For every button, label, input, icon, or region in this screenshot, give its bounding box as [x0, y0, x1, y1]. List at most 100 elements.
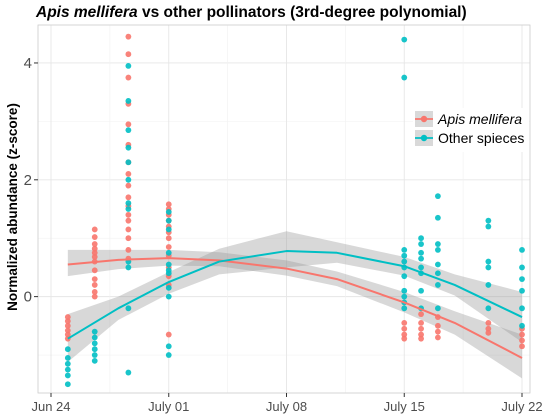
point-s0-14	[91, 245, 98, 252]
point-s0-30	[125, 121, 132, 128]
point-s1-4	[64, 372, 71, 379]
point-s1-8	[91, 340, 98, 347]
point-s0-7	[91, 289, 98, 295]
point-s1-51	[418, 249, 424, 256]
point-s1-65	[485, 258, 492, 265]
point-s0-4	[64, 331, 71, 338]
point-s1-69	[519, 305, 525, 312]
point-s0-17	[91, 226, 98, 233]
point-s0-55	[418, 331, 424, 338]
point-s0-33	[125, 51, 132, 58]
point-s1-72	[519, 264, 525, 271]
point-s1-5	[64, 381, 71, 388]
point-s0-2	[64, 322, 71, 329]
point-s0-10	[91, 267, 98, 274]
point-s1-14	[125, 264, 132, 271]
point-s1-19	[125, 159, 132, 166]
legend-key-other	[415, 130, 433, 146]
fit-curve-0	[67, 257, 523, 359]
point-s0-12	[91, 253, 98, 260]
point-s1-31	[165, 249, 172, 256]
point-s0-6	[91, 293, 98, 300]
point-s1-63	[485, 282, 492, 288]
fit-curves	[67, 250, 523, 359]
point-s1-13	[125, 305, 132, 312]
point-s1-3	[64, 366, 71, 373]
point-s1-67	[485, 217, 492, 224]
point-s0-13	[91, 249, 98, 256]
point-s0-22	[125, 217, 132, 224]
point-s1-38	[401, 287, 408, 294]
x-tick-label-2: July 08	[266, 399, 307, 414]
point-s0-1	[64, 318, 71, 325]
chart-title: Apis mellifera vs other pollinators (3rd…	[35, 4, 467, 21]
point-s1-7	[91, 334, 98, 341]
point-s0-16	[91, 234, 98, 240]
point-s1-32	[165, 226, 172, 233]
fit-curve-1	[67, 250, 523, 340]
legend-label-apis: Apis mellifera	[437, 111, 522, 127]
y-tick-label-1: 2	[24, 172, 32, 189]
point-s1-60	[434, 214, 441, 221]
point-s1-1	[64, 355, 71, 361]
point-s0-32	[125, 74, 132, 81]
point-s0-35	[165, 331, 172, 338]
point-s0-48	[401, 320, 408, 326]
point-s1-17	[125, 200, 132, 207]
point-s1-45	[401, 36, 408, 43]
point-s1-52	[418, 241, 424, 247]
point-s1-44	[401, 74, 408, 81]
point-s0-41	[165, 235, 172, 242]
plot-border	[37, 24, 531, 394]
point-s1-30	[165, 261, 172, 268]
data-points	[64, 33, 525, 388]
point-s1-68	[519, 322, 525, 329]
plot-area	[38, 25, 530, 393]
point-s1-59	[434, 241, 441, 247]
point-s1-25	[165, 343, 172, 350]
point-s1-9	[91, 346, 98, 353]
grid	[38, 25, 530, 393]
point-s1-71	[519, 276, 525, 282]
point-s0-59	[434, 328, 441, 335]
point-s0-53	[418, 320, 424, 326]
point-s0-27	[125, 171, 132, 177]
point-s0-58	[434, 322, 441, 329]
point-s1-37	[401, 293, 408, 300]
point-s1-2	[64, 360, 71, 367]
y-tick-label-0: 0	[24, 289, 32, 306]
x-tick-label-1: July 01	[148, 399, 189, 414]
point-s0-9	[91, 276, 98, 282]
legend-key-apis	[415, 111, 433, 127]
point-s1-53	[418, 235, 424, 242]
point-s0-61	[485, 320, 492, 326]
point-s1-22	[125, 98, 132, 104]
point-s0-26	[125, 182, 132, 189]
point-s0-67	[519, 343, 525, 350]
point-s0-60	[434, 334, 441, 341]
x-tick-label-0: Jun 24	[31, 399, 70, 414]
point-s1-56	[434, 270, 441, 277]
point-s1-10	[91, 352, 98, 358]
point-s1-26	[165, 293, 172, 300]
y-axis-label: Normalized abundance (z-score)	[5, 103, 20, 311]
x-axis-ticks: Jun 24 July 01 July 08 July 15 July 22	[31, 393, 543, 414]
point-s1-20	[125, 144, 132, 151]
point-s1-64	[485, 264, 492, 271]
point-s0-49	[401, 325, 408, 332]
point-s1-47	[418, 287, 424, 294]
point-s1-70	[519, 287, 525, 294]
point-s0-19	[125, 246, 132, 253]
point-s0-20	[125, 235, 132, 242]
point-s1-55	[434, 282, 441, 288]
point-s1-18	[125, 176, 132, 183]
y-axis-ticks: 0 2 4	[24, 55, 38, 306]
point-s0-63	[485, 329, 492, 336]
confidence-band-1	[67, 231, 523, 363]
point-s0-15	[91, 241, 98, 247]
legend-label-other: Other spieces	[438, 130, 524, 146]
point-s0-54	[418, 325, 424, 332]
point-s1-24	[165, 352, 172, 358]
point-s0-25	[125, 194, 132, 201]
point-s0-65	[519, 331, 525, 338]
